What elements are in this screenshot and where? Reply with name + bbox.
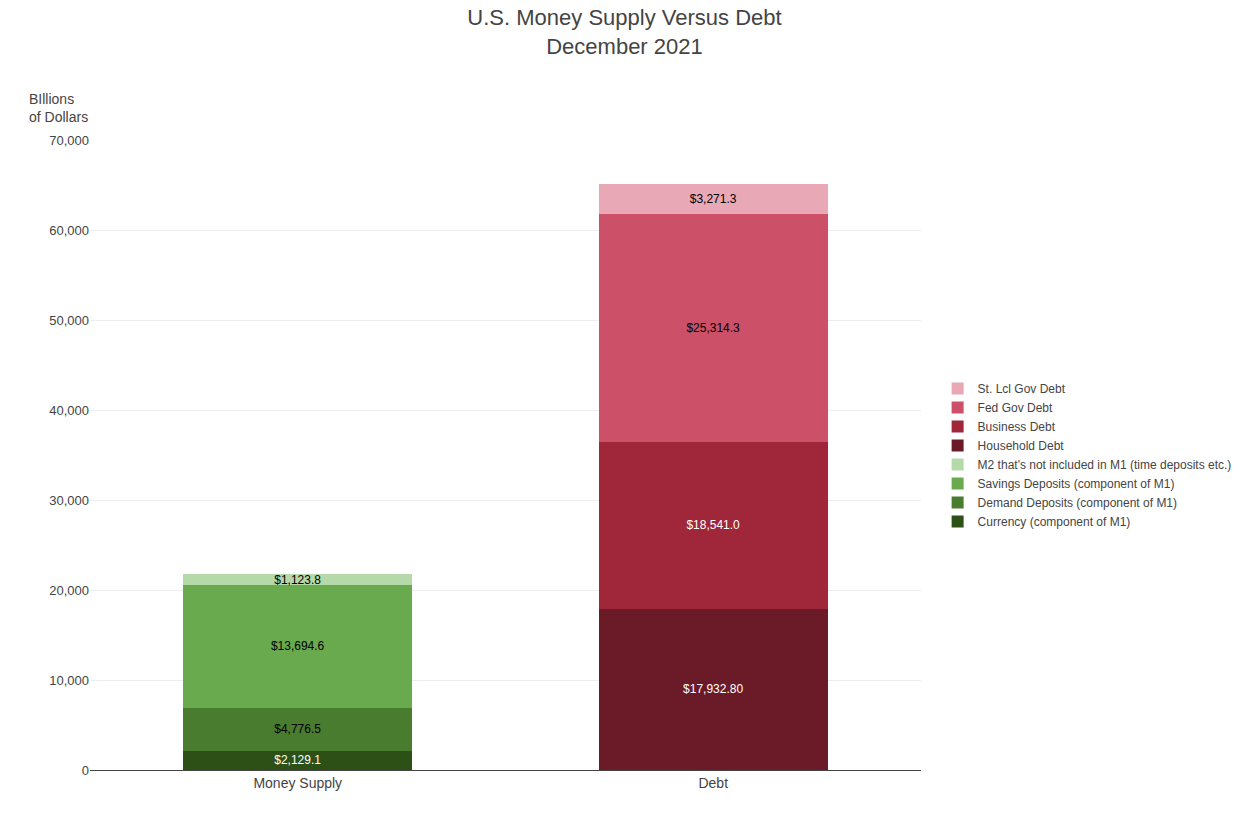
svg-text:40,000: 40,000 xyxy=(49,403,89,418)
svg-text:60,000: 60,000 xyxy=(49,223,89,238)
svg-text:M2 that's not included in M1 (: M2 that's not included in M1 (time depos… xyxy=(978,458,1232,472)
svg-text:$17,932.80: $17,932.80 xyxy=(683,682,743,696)
svg-text:$4,776.5: $4,776.5 xyxy=(274,722,321,736)
svg-text:Currency (component of M1): Currency (component of M1) xyxy=(978,515,1131,529)
svg-text:0: 0 xyxy=(82,763,89,778)
svg-text:20,000: 20,000 xyxy=(49,583,89,598)
svg-text:$3,271.3: $3,271.3 xyxy=(690,192,737,206)
svg-text:Debt: Debt xyxy=(698,775,728,791)
svg-text:St. Lcl Gov Debt: St. Lcl Gov Debt xyxy=(978,382,1066,396)
svg-text:Fed Gov Debt: Fed Gov Debt xyxy=(978,401,1053,415)
svg-text:50,000: 50,000 xyxy=(49,313,89,328)
svg-text:$13,694.6: $13,694.6 xyxy=(271,639,325,653)
svg-text:Savings Deposits (component of: Savings Deposits (component of M1) xyxy=(978,477,1175,491)
svg-text:10,000: 10,000 xyxy=(49,673,89,688)
svg-text:$1,123.8: $1,123.8 xyxy=(274,573,321,587)
svg-text:Money Supply: Money Supply xyxy=(253,775,342,791)
svg-text:Household Debt: Household Debt xyxy=(978,439,1065,453)
svg-text:U.S. Money Supply Versus DebtD: U.S. Money Supply Versus DebtDecember 20… xyxy=(467,5,781,59)
svg-text:$18,541.0: $18,541.0 xyxy=(686,518,740,532)
svg-text:30,000: 30,000 xyxy=(49,493,89,508)
svg-text:BIllionsof Dollars: BIllionsof Dollars xyxy=(29,91,88,125)
svg-text:$2,129.1: $2,129.1 xyxy=(274,753,321,767)
svg-text:70,000: 70,000 xyxy=(49,133,89,148)
svg-text:$25,314.3: $25,314.3 xyxy=(686,321,740,335)
svg-text:Business Debt: Business Debt xyxy=(978,420,1056,434)
svg-text:Demand Deposits (component of: Demand Deposits (component of M1) xyxy=(978,496,1177,510)
